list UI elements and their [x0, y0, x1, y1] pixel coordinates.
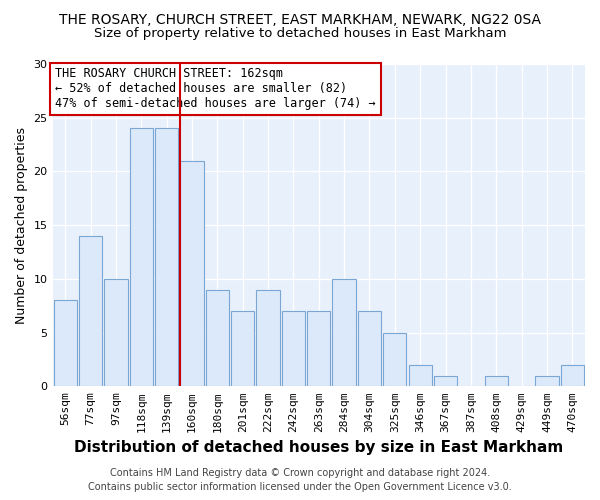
X-axis label: Distribution of detached houses by size in East Markham: Distribution of detached houses by size … — [74, 440, 563, 455]
Bar — [307, 311, 331, 386]
Bar — [256, 290, 280, 386]
Bar — [560, 365, 584, 386]
Bar — [535, 376, 559, 386]
Bar — [104, 279, 128, 386]
Bar — [206, 290, 229, 386]
Bar — [181, 160, 203, 386]
Bar — [130, 128, 153, 386]
Text: THE ROSARY CHURCH STREET: 162sqm
← 52% of detached houses are smaller (82)
47% o: THE ROSARY CHURCH STREET: 162sqm ← 52% o… — [55, 67, 376, 110]
Bar — [282, 311, 305, 386]
Bar — [409, 365, 432, 386]
Text: Size of property relative to detached houses in East Markham: Size of property relative to detached ho… — [94, 28, 506, 40]
Bar — [155, 128, 178, 386]
Text: THE ROSARY, CHURCH STREET, EAST MARKHAM, NEWARK, NG22 0SA: THE ROSARY, CHURCH STREET, EAST MARKHAM,… — [59, 12, 541, 26]
Bar — [485, 376, 508, 386]
Bar — [231, 311, 254, 386]
Bar — [53, 300, 77, 386]
Text: Contains HM Land Registry data © Crown copyright and database right 2024.
Contai: Contains HM Land Registry data © Crown c… — [88, 468, 512, 492]
Y-axis label: Number of detached properties: Number of detached properties — [15, 126, 28, 324]
Bar — [332, 279, 356, 386]
Bar — [358, 311, 381, 386]
Bar — [383, 332, 406, 386]
Bar — [434, 376, 457, 386]
Bar — [79, 236, 102, 386]
